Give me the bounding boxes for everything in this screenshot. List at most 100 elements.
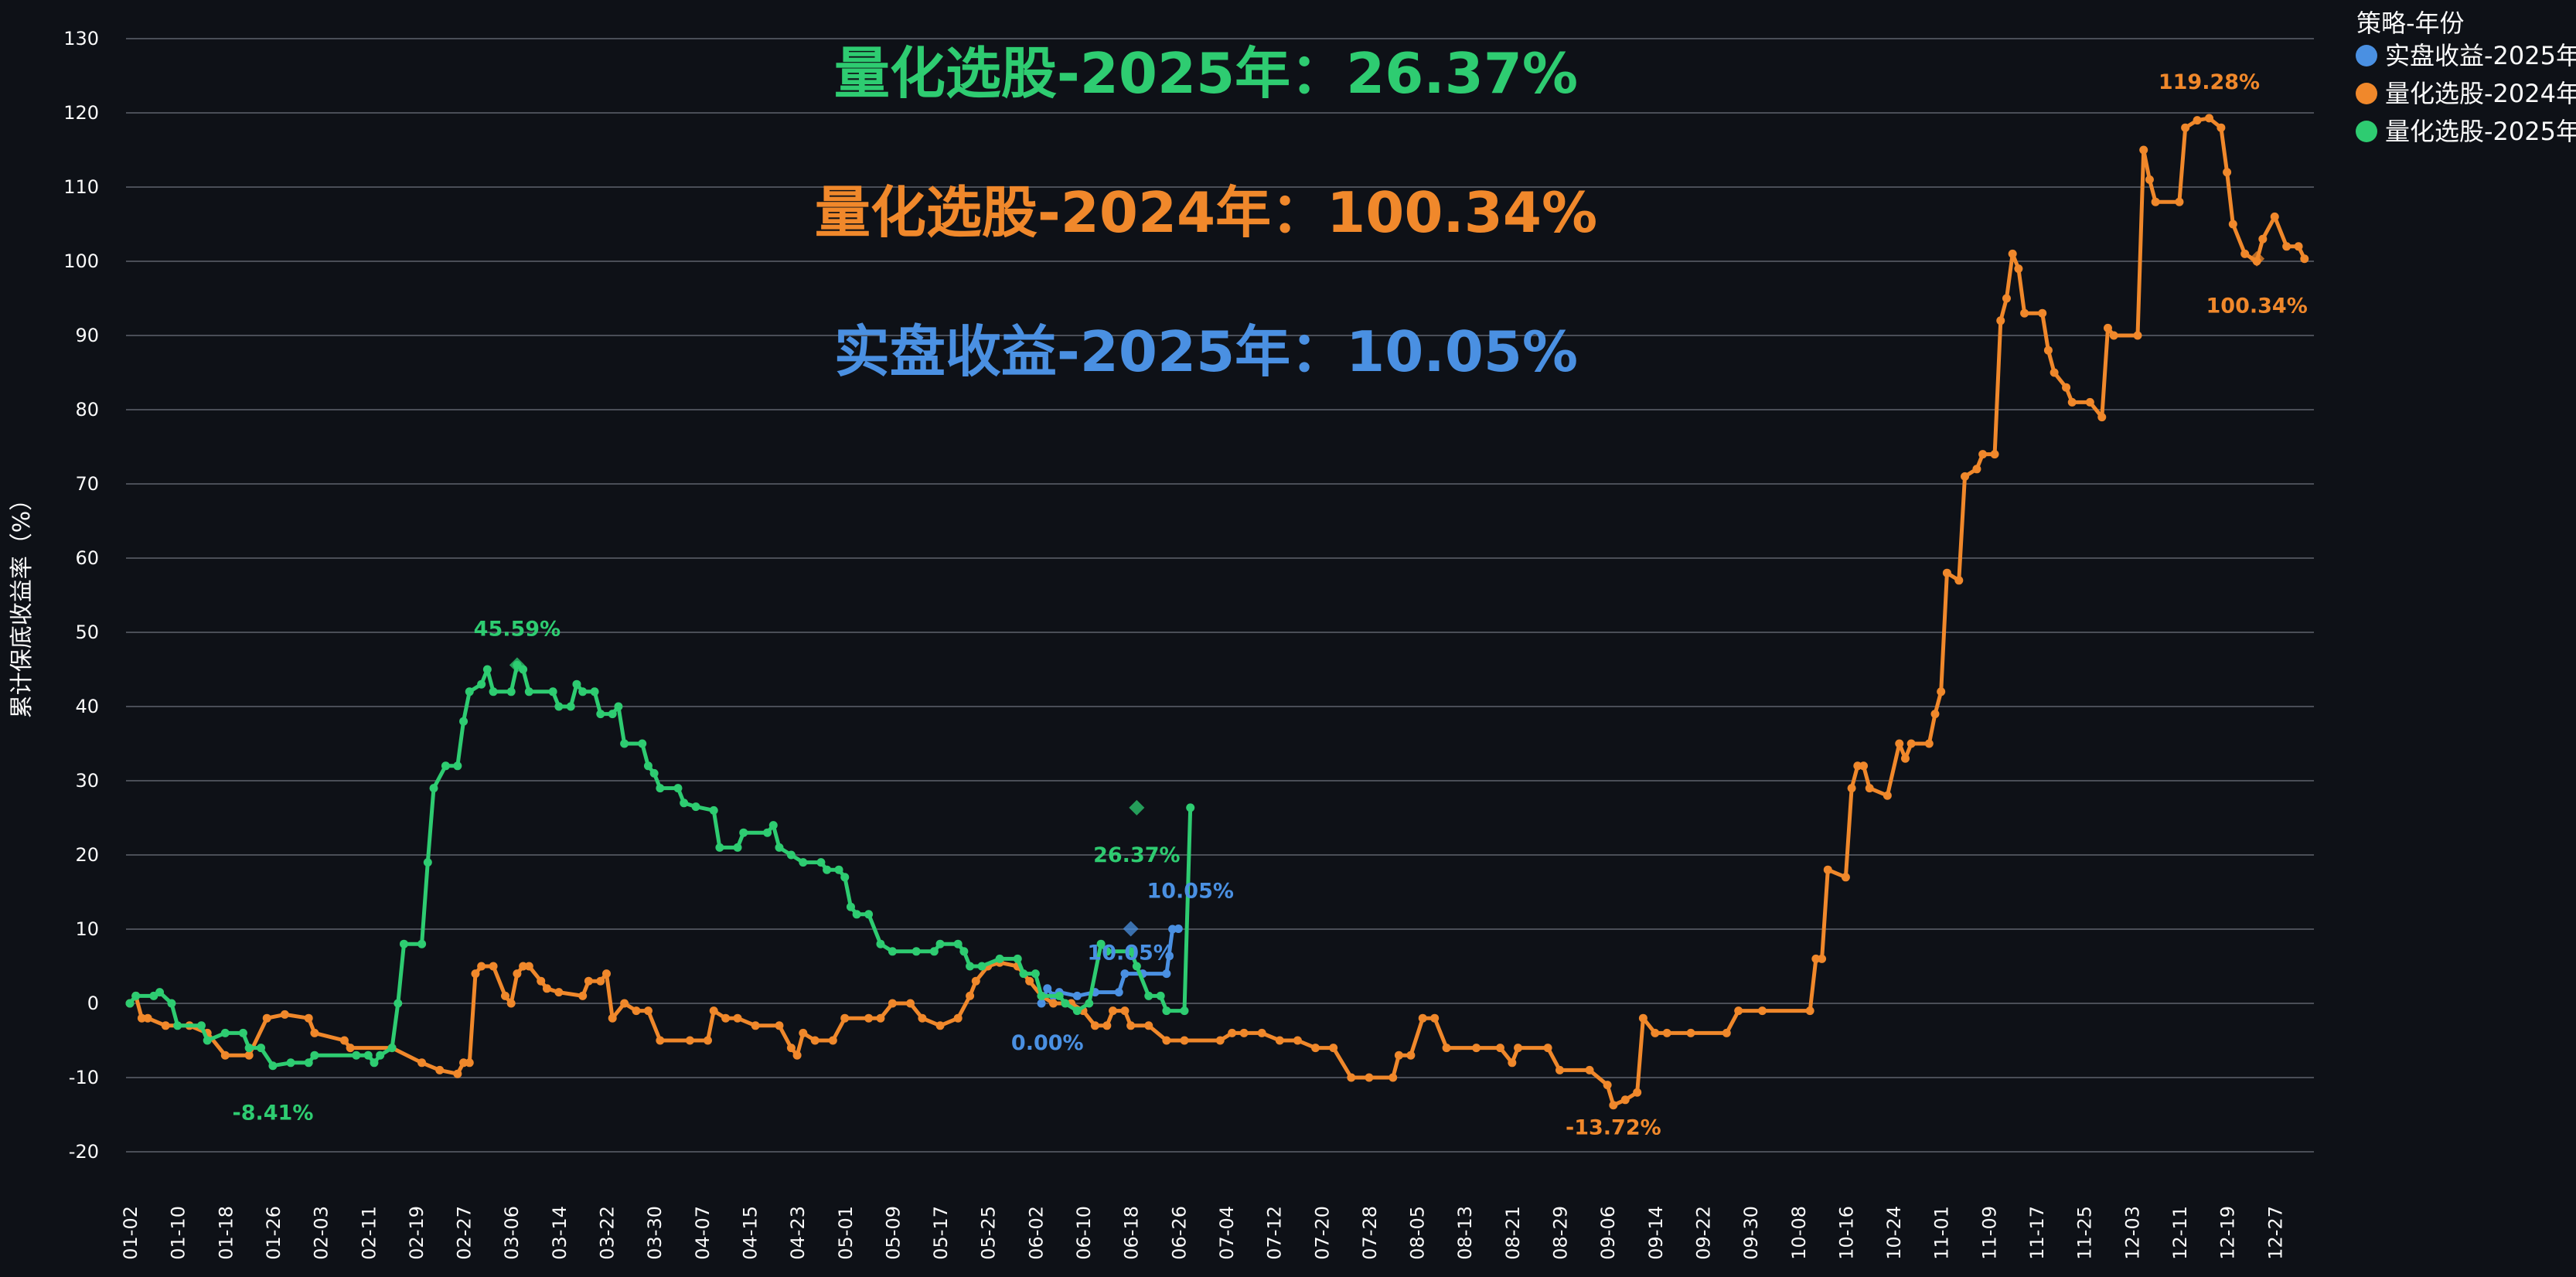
x-tick-label: 07-28 — [1359, 1206, 1381, 1260]
data-point — [953, 939, 963, 948]
data-point — [775, 1021, 784, 1030]
data-point — [459, 717, 469, 726]
data-point — [704, 1036, 713, 1045]
x-tick-label: 01-26 — [263, 1206, 285, 1260]
data-point — [2223, 168, 2232, 177]
data-label: 100.34% — [2206, 295, 2308, 318]
y-tick-label: 90 — [75, 325, 99, 346]
data-point — [1174, 925, 1183, 934]
data-point — [1472, 1044, 1481, 1053]
data-point — [1186, 803, 1195, 812]
data-point — [602, 969, 611, 979]
data-point — [864, 1013, 874, 1023]
data-label: 119.28% — [2159, 70, 2260, 94]
data-point — [155, 988, 165, 997]
x-tick-label: 11-01 — [1931, 1206, 1953, 1260]
data-point — [590, 687, 599, 696]
data-point — [1859, 761, 1869, 771]
data-point — [310, 1051, 319, 1060]
data-point — [2151, 197, 2160, 206]
data-point — [465, 1058, 474, 1068]
data-point — [840, 873, 850, 882]
data-point — [1406, 1051, 1416, 1060]
data-point — [1818, 954, 1827, 963]
data-point — [685, 1036, 694, 1045]
data-point — [792, 1051, 802, 1060]
data-point — [2270, 212, 2279, 221]
series-line — [128, 662, 1193, 1068]
data-point — [1132, 962, 1141, 971]
data-point — [709, 1006, 718, 1016]
data-point — [1883, 791, 1892, 800]
data-point — [596, 710, 605, 719]
data-point — [1972, 465, 1981, 474]
data-point — [656, 1036, 665, 1045]
x-tick-label: 06-26 — [1168, 1206, 1190, 1260]
data-point — [1900, 754, 1910, 763]
data-point — [656, 784, 665, 793]
data-point — [280, 1010, 289, 1019]
data-point — [608, 710, 617, 719]
y-tick-label: 30 — [75, 770, 99, 792]
data-point — [537, 976, 546, 986]
data-point — [376, 1051, 385, 1060]
x-tick-label: 12-11 — [2169, 1206, 2191, 1260]
diamond-marker — [1129, 799, 1145, 816]
data-point — [1311, 1044, 1320, 1053]
data-point — [1037, 999, 1046, 1008]
data-point — [2204, 114, 2213, 123]
x-tick-label: 12-03 — [2121, 1206, 2143, 1260]
data-point — [643, 761, 653, 771]
data-point — [1394, 1051, 1403, 1060]
data-point — [2109, 331, 2118, 340]
y-tick-label: 130 — [63, 28, 99, 49]
data-point — [244, 1044, 254, 1053]
data-point — [453, 1069, 462, 1078]
data-point — [823, 865, 832, 874]
data-point — [1085, 999, 1094, 1008]
legend-entry: 实盘收益-2025年 — [2385, 41, 2576, 70]
data-point — [1823, 865, 1832, 874]
data-point — [137, 1013, 146, 1023]
data-point — [2103, 323, 2112, 332]
y-tick-label: 50 — [75, 621, 99, 643]
data-point — [1734, 1006, 1743, 1016]
diamond-marker — [2249, 250, 2265, 267]
data-point — [638, 739, 647, 748]
data-point — [262, 1013, 271, 1023]
data-point — [566, 702, 575, 711]
data-point — [846, 902, 855, 911]
data-point — [810, 1036, 819, 1045]
data-point — [578, 991, 588, 1000]
data-point — [304, 1058, 313, 1068]
data-point — [2282, 242, 2291, 251]
data-point — [2050, 368, 2059, 377]
y-tick-label: 60 — [75, 547, 99, 569]
data-point — [1555, 1065, 1564, 1074]
data-point — [548, 687, 557, 696]
data-point — [257, 1044, 266, 1053]
data-point — [911, 947, 921, 956]
data-label: 26.37% — [1093, 843, 1180, 867]
data-point — [953, 1013, 963, 1023]
x-tick-label: 03-22 — [597, 1206, 618, 1260]
x-tick-label: 04-23 — [787, 1206, 809, 1260]
data-point — [131, 991, 141, 1000]
data-point — [1037, 991, 1046, 1000]
data-point — [1180, 1036, 1189, 1045]
data-label: 0.00% — [1011, 1031, 1084, 1055]
headline-text: 量化选股-2024年：100.34% — [815, 180, 1597, 245]
x-tick-label: 03-30 — [644, 1206, 666, 1260]
data-point — [489, 687, 498, 696]
data-point — [477, 679, 486, 689]
x-tick-label: 03-06 — [501, 1206, 523, 1260]
data-point — [1633, 1088, 1642, 1097]
legend-entry: 量化选股-2024年 — [2385, 79, 2576, 108]
data-point — [554, 988, 564, 997]
data-point — [1239, 1028, 1249, 1037]
data-point — [596, 976, 605, 986]
x-axis-ticks: 01-02 01-10 01-18 01-26 02-03 02-11 02-19 02-27… — [120, 1206, 2286, 1260]
x-tick-label: 06-18 — [1121, 1206, 1143, 1260]
data-point — [1144, 991, 1153, 1000]
